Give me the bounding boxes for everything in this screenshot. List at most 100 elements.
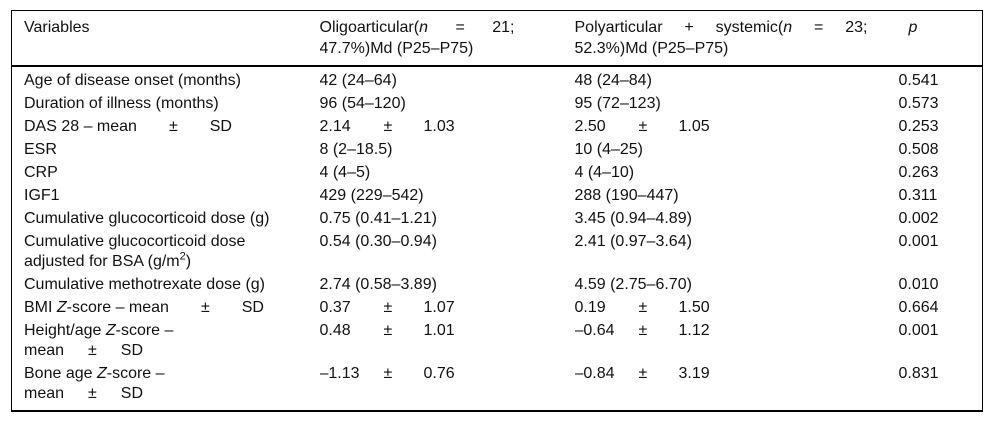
text-segment: 52.3%)Md (P25–P75) xyxy=(574,40,729,57)
variable-cell: Height/age Z-score – mean ± SD xyxy=(12,320,320,363)
plus-minus-separator: ± xyxy=(638,322,648,339)
polyarticular-value-cell: –0.84 ±3.19 xyxy=(575,363,899,411)
header-oligoarticular: Oligoarticular(n = 21; 47.7%)Md (P25–P75) xyxy=(319,10,575,67)
header-line: Polyarticular + systemic(n = 23; xyxy=(575,17,868,38)
plus-minus-separator: ± xyxy=(383,322,393,339)
p-value-cell: 0.311 xyxy=(898,187,938,204)
oligoarticular-value-cell: 0.37 ±1.07 xyxy=(320,297,575,320)
text-segment: 47.7%)Md (P25–P75) xyxy=(319,40,474,57)
p-value-cell: 0.001 xyxy=(898,322,939,339)
p-value-cell: 0.002 xyxy=(898,210,939,227)
variable-cell: DAS 28 – mean ± SD xyxy=(12,116,320,139)
value-text: 1.12 xyxy=(678,322,710,339)
text-segment: Duration of illness (months) xyxy=(24,95,219,112)
value-text: 0.76 xyxy=(423,365,455,382)
value-text: 0.48 xyxy=(319,322,351,339)
header-row: Variables Oligoarticular(n = 21; 47.7%)Md… xyxy=(11,10,983,67)
text-segment: Age of disease onset (months) xyxy=(24,72,242,89)
polyarticular-value-cell: 288 (190–447) xyxy=(574,187,679,204)
variable-cell: ESR xyxy=(12,139,320,162)
text-segment: mean ± SD xyxy=(24,342,144,359)
polyarticular-value-cell: 4 (4–10) xyxy=(574,164,635,181)
text-segment: DAS 28 – mean ± SD xyxy=(24,118,232,135)
p-value-cell: 0.508 xyxy=(898,141,939,158)
text-segment: IGF1 xyxy=(24,187,60,204)
header-line: 52.3%)Md (P25–P75) xyxy=(575,38,868,59)
value-text: –0.64 xyxy=(574,322,615,339)
text-segment: ESR xyxy=(24,141,57,158)
variable-cell: Cumulative methotrexate dose (g) xyxy=(12,274,320,297)
oligoarticular-value-cell: 0.54 (0.30–0.94) xyxy=(319,233,437,250)
header-variables: Variables xyxy=(11,10,320,67)
header-oligoarticular-text: Oligoarticular(n = 21; 47.7%)Md (P25–P75) xyxy=(320,17,515,59)
value-text: 0.19 xyxy=(574,299,606,316)
header-line: 47.7%)Md (P25–P75) xyxy=(320,38,515,59)
header-polyarticular-systemic: Polyarticular + systemic(n = 23; 52.3%)Md… xyxy=(574,10,899,67)
p-value-cell: 0.664 xyxy=(898,299,939,316)
italic-text: Z xyxy=(105,322,116,339)
plus-minus-separator: ± xyxy=(638,365,648,382)
polyarticular-value-cell: –0.64 ±1.12 xyxy=(575,320,899,363)
text-segment: Height/age xyxy=(24,322,106,339)
italic-text: Z xyxy=(96,365,107,382)
italic-text: n xyxy=(783,19,793,36)
p-value-cell: 0.541 xyxy=(898,72,939,89)
value-text: 1.03 xyxy=(423,118,455,135)
variable-cell: BMI Z-score – mean ± SD xyxy=(12,297,320,320)
table-row: Height/age Z-score – mean ± SD 0.48 ±1.01 –0… xyxy=(12,320,983,363)
header-polyarticular-systemic-text: Polyarticular + systemic(n = 23; 52.3%)Md… xyxy=(575,17,868,59)
text-segment: = 23; xyxy=(792,19,868,36)
plus-minus-separator: ± xyxy=(638,118,648,135)
text-segment: CRP xyxy=(24,164,58,181)
text-segment: -score – mean ± SD xyxy=(66,299,264,316)
value-text: 1.50 xyxy=(678,299,710,316)
variable-cell: Bone age Z-score – mean ± SD xyxy=(12,363,320,411)
value-text: –1.13 xyxy=(319,365,360,382)
p-value-cell: 0.263 xyxy=(898,164,939,181)
plus-minus-separator: ± xyxy=(383,118,393,135)
text-segment: mean ± SD xyxy=(24,385,144,402)
table-row: Bone age Z-score – mean ± SD –1.13 ±0.76 –0.… xyxy=(12,363,983,411)
text-segment: Oligoarticular( xyxy=(319,19,420,36)
p-value-cell: 0.253 xyxy=(898,118,939,135)
table-row: Duration of illness (months) 96 (54–120) 9… xyxy=(12,93,983,116)
text-segment: Cumulative methotrexate dose (g) xyxy=(24,276,265,293)
variable-cell: IGF1 xyxy=(12,185,320,208)
value-text: 3.19 xyxy=(678,365,710,382)
polyarticular-value-cell: 2.41 (0.97–3.64) xyxy=(574,233,692,250)
italic-text: n xyxy=(419,19,428,36)
text-segment: Cumulative glucocorticoid dose xyxy=(24,233,246,250)
italic-text: p xyxy=(908,19,918,36)
plus-minus-separator: ± xyxy=(383,299,393,316)
oligoarticular-value-cell: 0.48 ±1.01 xyxy=(320,320,575,363)
oligoarticular-value-cell: 96 (54–120) xyxy=(319,95,406,112)
text-segment: BMI xyxy=(24,299,57,316)
table-row: BMI Z-score – mean ± SD 0.37 ±1.07 0.19 ±1.5… xyxy=(12,297,983,320)
table-row: IGF1 429 (229–542) 288 (190–447) 0.311 xyxy=(12,185,983,208)
text-segment: -score – xyxy=(115,322,174,339)
text-segment: Polyarticular + systemic( xyxy=(574,19,784,36)
text-segment: Cumulative glucocorticoid dose (g) xyxy=(24,210,270,227)
oligoarticular-value-cell: 2.74 (0.58–3.89) xyxy=(319,276,437,293)
oligoarticular-value-cell: 429 (229–542) xyxy=(319,187,424,204)
polyarticular-value-cell: 4.59 (2.75–6.70) xyxy=(574,276,692,293)
table-row: Cumulative methotrexate dose (g) 2.74 (0.… xyxy=(12,274,983,297)
table-row: Cumulative glucocorticoid dose (g) 0.75 (… xyxy=(12,208,983,231)
p-value-cell: 0.573 xyxy=(898,95,939,112)
polyarticular-value-cell: 95 (72–123) xyxy=(574,95,661,112)
variable-cell: CRP xyxy=(12,162,320,185)
comparison-table: Variables Oligoarticular(n = 21; 47.7%)Md… xyxy=(11,10,983,412)
p-value-cell: 0.001 xyxy=(898,233,939,250)
superscript-text: 2 xyxy=(179,250,186,263)
text-segment: Bone age xyxy=(24,365,97,382)
table-row: Age of disease onset (months) 42 (24–64) 4… xyxy=(12,66,983,93)
value-text: 1.05 xyxy=(678,118,710,135)
oligoarticular-value-cell: –1.13 ±0.76 xyxy=(320,363,575,411)
value-text: 1.07 xyxy=(423,299,455,316)
p-value-cell: 0.010 xyxy=(898,276,939,293)
polyarticular-value-cell: 2.50 ±1.05 xyxy=(575,116,899,139)
variable-cell: Cumulative glucocorticoid dose adjusted f… xyxy=(12,231,320,274)
polyarticular-value-cell: 48 (24–84) xyxy=(574,72,652,89)
header-p-value: p xyxy=(898,10,983,67)
